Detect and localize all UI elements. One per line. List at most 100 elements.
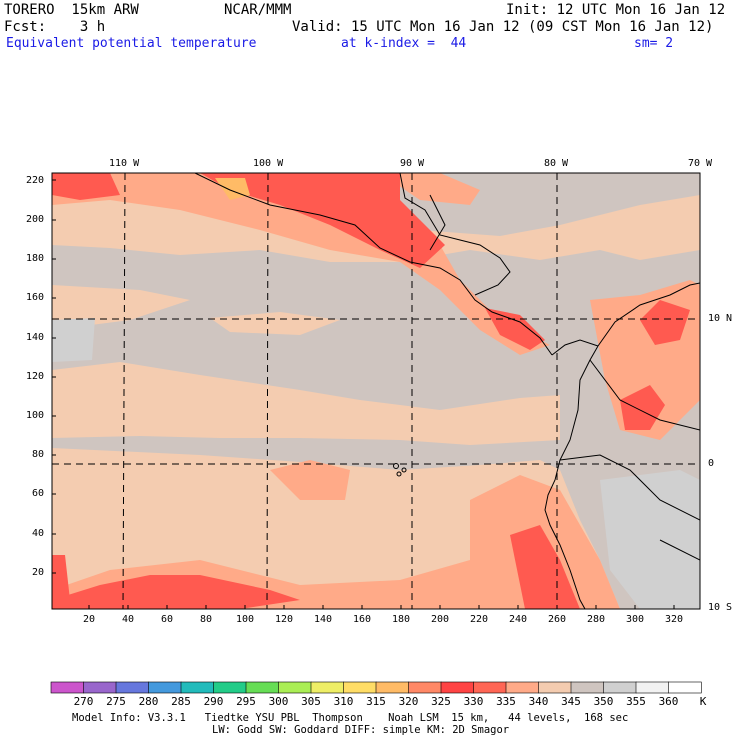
field-band-middle xyxy=(52,362,560,445)
colorbar-swatch xyxy=(245,681,280,694)
field-red-south-coast xyxy=(52,575,300,609)
x-tick-260: 260 xyxy=(548,614,567,625)
x-tick-40: 40 xyxy=(122,614,135,625)
field-red-colombia xyxy=(620,385,665,430)
field-gray-sw xyxy=(600,470,700,609)
x-tick-100: 100 xyxy=(236,614,255,625)
colorbar-swatch xyxy=(538,681,572,694)
colorbar-level-label: 350 xyxy=(593,695,614,708)
galapagos-island-1 xyxy=(393,463,399,469)
lon-label-100w: 100 W xyxy=(253,158,284,169)
colorbar-level-label: 300 xyxy=(268,695,289,708)
model-center: NCAR/MMM xyxy=(224,2,292,18)
colorbar-swatch xyxy=(440,681,475,694)
coast-panama xyxy=(551,339,599,356)
field-red-mexico xyxy=(200,173,445,268)
level-info: at k-index = 44 xyxy=(341,36,467,51)
model-info-line2: LW: Godd SW: Goddard DIFF: simple KM: 2D… xyxy=(212,724,510,736)
border-inland-3 xyxy=(429,194,446,251)
init-time: Init: 12 UTC Mon 16 Jan 12 xyxy=(506,2,726,18)
colorbar-swatch xyxy=(505,681,540,694)
x-tick-80: 80 xyxy=(200,614,213,625)
colorbar-swatch xyxy=(278,681,312,694)
colorbar-level-label: 280 xyxy=(138,695,159,708)
colorbar-level-label: 335 xyxy=(496,695,516,708)
axis-ticks xyxy=(52,179,675,609)
theta-e-field xyxy=(52,173,700,609)
colorbar-level-label: 320 xyxy=(398,695,419,708)
lon-label-110w: 110 W xyxy=(109,158,140,169)
model-info-line1: Model Info: V3.3.1 Tiedtke YSU PBL Thomp… xyxy=(72,712,629,724)
x-tick-320: 320 xyxy=(665,614,684,625)
field-red-peru xyxy=(510,525,580,609)
colorbar-swatch xyxy=(473,681,507,694)
field-salmon-center xyxy=(270,460,350,500)
y-tick-200: 200 xyxy=(26,214,45,225)
smoothing-info: sm= 2 xyxy=(634,36,674,51)
coast-yucatan xyxy=(399,173,511,296)
colorbar-level-label: 275 xyxy=(106,695,126,708)
y-tick-220: 220 xyxy=(26,175,45,186)
field-band-central xyxy=(210,312,340,335)
lat-label-0: 0 xyxy=(708,458,715,469)
border-inland-2 xyxy=(589,359,700,431)
colorbar-swatch xyxy=(408,681,442,694)
colorbar-level-label: 360 xyxy=(658,695,679,708)
colorbar-swatch xyxy=(668,681,702,694)
coast-mexico xyxy=(194,173,553,356)
coast-colombia xyxy=(544,345,599,609)
x-tick-180: 180 xyxy=(392,614,411,625)
y-tick-120: 120 xyxy=(26,371,45,382)
field-salmon-caribbean xyxy=(380,173,480,205)
forecast-hour: Fcst: 3 h xyxy=(4,19,106,35)
colorbar-level-label: 355 xyxy=(626,695,646,708)
colorbar-level-label: 325 xyxy=(431,695,451,708)
meridian-110w xyxy=(122,173,126,609)
colorbar-swatch xyxy=(180,681,215,694)
x-tick-20: 20 xyxy=(83,614,96,625)
y-tick-80: 80 xyxy=(32,449,45,460)
colorbar-swatch xyxy=(83,681,117,694)
colorbar-level-label: 340 xyxy=(528,695,549,708)
x-tick-240: 240 xyxy=(509,614,528,625)
colorbar-level-label: 270 xyxy=(73,695,94,708)
x-tick-60: 60 xyxy=(161,614,174,625)
valid-time: Valid: 15 UTC Mon 16 Jan 12 (09 CST Mon … xyxy=(292,19,714,35)
field-red-nw-corner xyxy=(52,173,120,200)
field-red-sw-edge xyxy=(52,555,70,600)
colorbar-swatch xyxy=(570,681,605,694)
colorbar-level-label: 305 xyxy=(301,695,321,708)
y-tick-20: 20 xyxy=(32,567,45,578)
colorbar-level-label: 330 xyxy=(463,695,484,708)
coastlines xyxy=(194,173,700,609)
lat-label-10s: 10 S xyxy=(708,602,733,613)
colorbar-swatch xyxy=(343,681,377,694)
colorbar-unit: K xyxy=(699,695,707,708)
galapagos-island-2 xyxy=(401,467,407,473)
lon-label-70w: 70 W xyxy=(688,158,713,169)
colorbar-swatch xyxy=(310,681,345,694)
x-tick-140: 140 xyxy=(314,614,333,625)
field-red-venezuela xyxy=(640,300,690,345)
x-tick-120: 120 xyxy=(275,614,294,625)
x-tick-280: 280 xyxy=(587,614,606,625)
colorbar-level-label: 315 xyxy=(366,695,386,708)
x-tick-200: 200 xyxy=(431,614,450,625)
lon-label-90w: 90 W xyxy=(400,158,425,169)
colorbar-swatch xyxy=(635,681,670,694)
y-tick-140: 140 xyxy=(26,332,45,343)
border-inland-1 xyxy=(559,454,700,521)
colorbar-swatch xyxy=(375,681,410,694)
y-tick-40: 40 xyxy=(32,528,45,539)
field-name: Equivalent potential temperature xyxy=(6,36,257,51)
field-gray-west xyxy=(52,318,95,362)
colorbar xyxy=(50,681,702,694)
y-tick-180: 180 xyxy=(26,253,45,264)
galapagos-island-3 xyxy=(396,471,402,477)
x-tick-160: 160 xyxy=(353,614,372,625)
colorbar-swatch xyxy=(115,681,150,694)
border-inland-4 xyxy=(659,539,700,561)
colorbar-level-label: 290 xyxy=(203,695,224,708)
model-name: TORERO 15km ARW xyxy=(4,2,139,18)
